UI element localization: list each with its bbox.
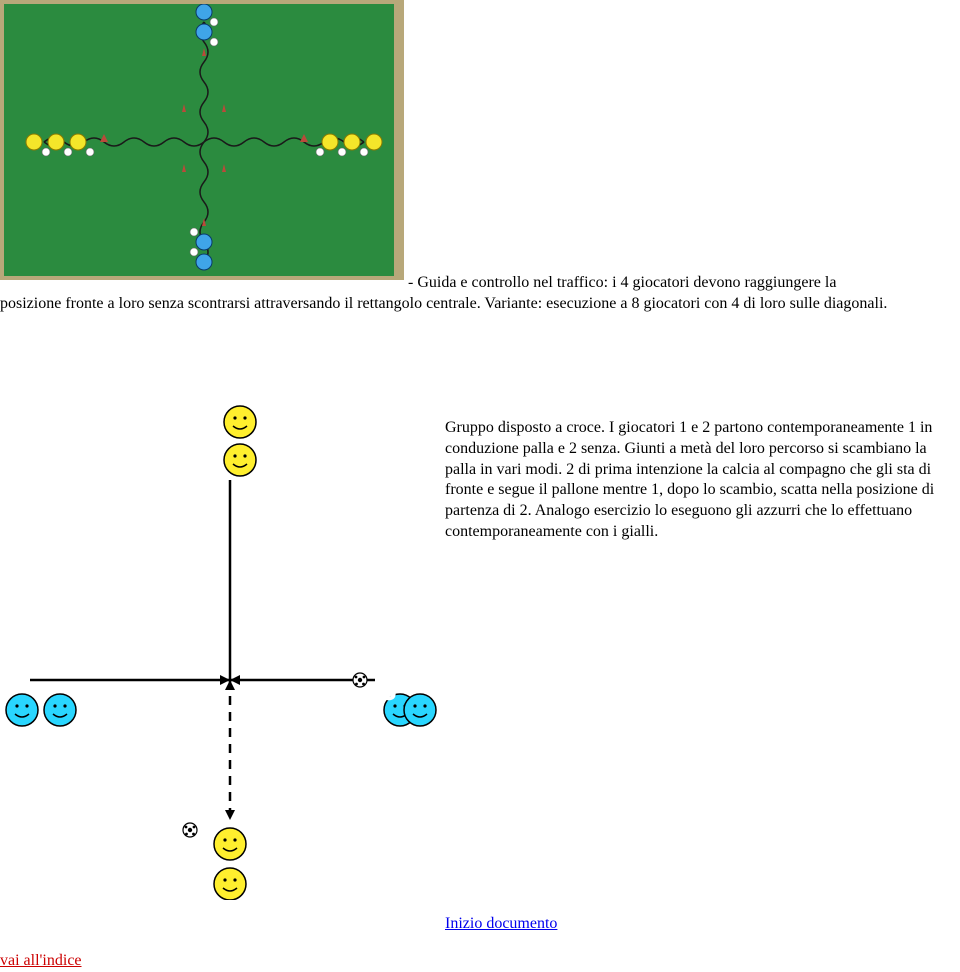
paragraph-1a: - Guida e controllo nel traffico: i 4 gi… (408, 273, 944, 294)
paragraph-1b: posizione fronte a loro senza scontrarsi… (0, 294, 940, 315)
link-vai-indice[interactable]: vai all'indice (0, 952, 82, 970)
number-3-label: 3 (380, 674, 397, 707)
number-4-label: 4 (14, 654, 31, 687)
paragraph-2: Gruppo disposto a croce. I giocatori 1 e… (445, 418, 945, 543)
link-indice-anchor[interactable]: vai all'indice (0, 952, 82, 969)
link-inizio-documento[interactable]: Inizio documento (445, 915, 557, 933)
drill-diagram-2-svg: 2 4 3 1 (0, 400, 440, 900)
number-2-label: 2 (278, 430, 295, 463)
link-inizio-anchor[interactable]: Inizio documento (445, 915, 557, 932)
drill-diagram-2: 2 4 3 1 (0, 400, 440, 900)
number-1-label: 1 (262, 828, 279, 861)
drill-diagram-1 (0, 0, 404, 280)
drill-diagram-1-svg (4, 4, 404, 280)
